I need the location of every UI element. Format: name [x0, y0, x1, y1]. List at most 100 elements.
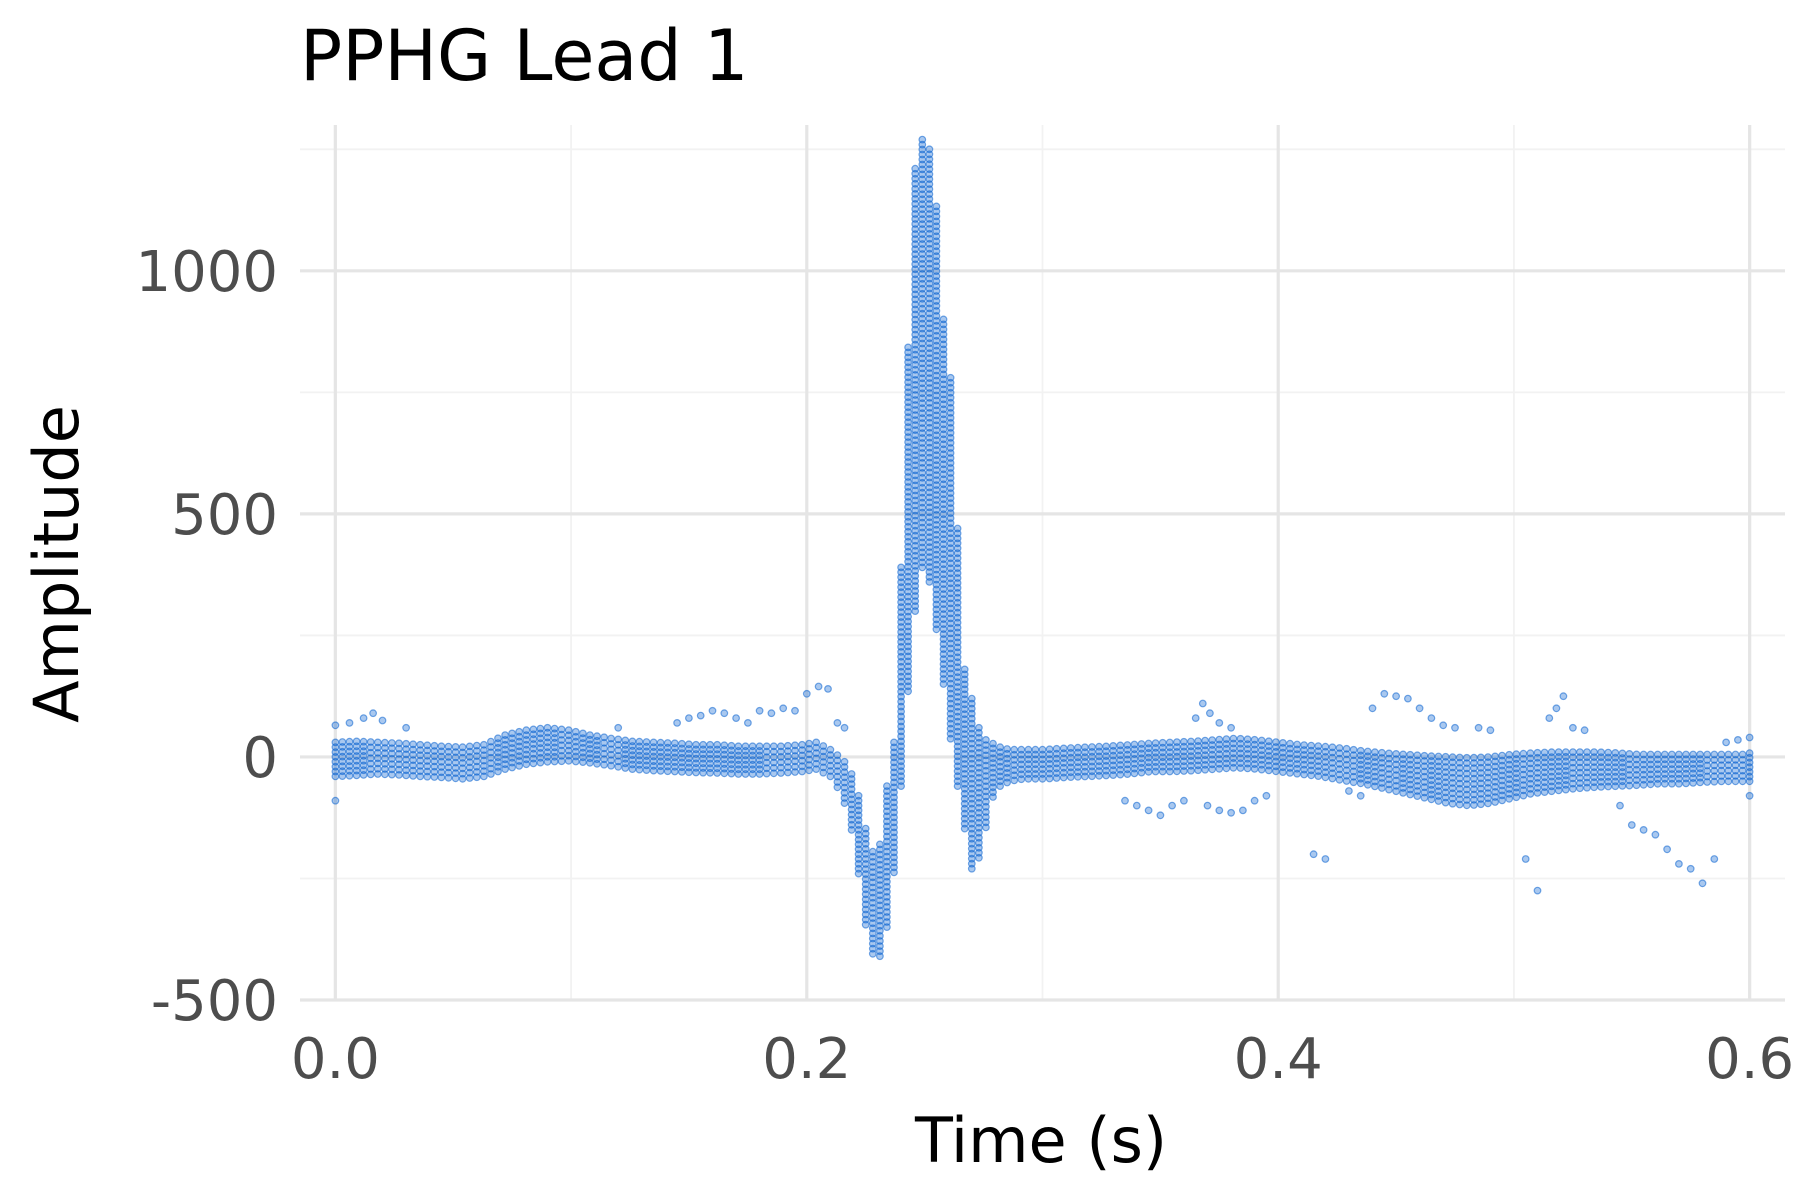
data-point — [1745, 777, 1754, 786]
data-point — [1356, 779, 1365, 788]
data-point — [1448, 799, 1457, 808]
data-point — [487, 737, 495, 746]
data-point — [1080, 772, 1089, 781]
data-point — [1505, 794, 1514, 803]
outlier-point — [1179, 796, 1188, 805]
data-point — [840, 788, 849, 797]
data-point — [1738, 761, 1747, 770]
outlier-point — [1451, 723, 1459, 732]
data-point — [1420, 772, 1429, 781]
outlier-point — [1486, 726, 1495, 735]
data-point — [1392, 776, 1400, 785]
data-point — [982, 813, 990, 821]
data-point — [1682, 779, 1690, 788]
data-point — [480, 746, 488, 754]
x-tick-label: 0.2 — [762, 1027, 851, 1092]
data-point — [812, 749, 821, 757]
data-point — [755, 770, 764, 778]
outlier-point — [1568, 723, 1577, 732]
data-point — [939, 680, 948, 688]
data-point — [1540, 788, 1549, 796]
outlier-point — [359, 714, 368, 722]
data-point — [1102, 771, 1110, 780]
data-point — [854, 869, 863, 878]
data-point — [727, 769, 736, 778]
data-point — [911, 607, 920, 615]
data-point — [402, 771, 411, 780]
data-point — [847, 826, 856, 834]
data-point — [1434, 797, 1443, 805]
data-point — [628, 765, 637, 773]
data-point — [1349, 745, 1358, 754]
data-point — [1088, 772, 1096, 781]
data-point — [1738, 777, 1747, 786]
data-point — [423, 772, 432, 781]
data-point — [918, 563, 927, 572]
outlier-point — [1205, 709, 1214, 718]
data-point — [1710, 777, 1719, 786]
data-point — [458, 769, 467, 778]
data-point — [1533, 789, 1542, 797]
data-point — [1590, 783, 1598, 792]
outlier-point — [402, 723, 411, 732]
data-point — [812, 738, 821, 747]
data-point — [1349, 778, 1358, 787]
data-point — [1406, 790, 1415, 799]
outlier-point — [378, 716, 387, 725]
outlier-point — [1639, 826, 1648, 834]
data-point — [1342, 777, 1351, 785]
outlier-point — [1559, 692, 1568, 701]
y-tick-label: 500 — [171, 483, 278, 548]
data-point — [1484, 773, 1492, 782]
data-point — [904, 687, 912, 696]
data-point — [812, 765, 821, 773]
outlier-point — [1533, 886, 1542, 895]
data-point — [897, 782, 905, 790]
data-point — [833, 756, 842, 765]
data-point — [982, 766, 990, 775]
data-point — [1484, 784, 1492, 792]
data-point — [1385, 785, 1393, 794]
data-point — [663, 767, 672, 776]
data-point — [1165, 767, 1174, 776]
data-point — [840, 768, 849, 776]
data-point — [1526, 790, 1535, 798]
data-point — [1370, 782, 1379, 791]
data-point — [982, 802, 990, 811]
data-point — [1137, 768, 1146, 777]
data-point — [1568, 784, 1577, 793]
data-point — [734, 770, 743, 778]
data-point — [1738, 750, 1747, 759]
data-point — [1674, 779, 1683, 788]
data-point — [1236, 764, 1245, 772]
data-point — [1498, 796, 1506, 805]
data-point — [1519, 786, 1528, 795]
data-point — [812, 743, 821, 752]
data-point — [1271, 767, 1280, 776]
data-point — [1653, 779, 1662, 788]
outlier-point — [1309, 850, 1318, 859]
outlier-point — [1674, 860, 1683, 868]
data-point — [805, 745, 813, 753]
outlier-point — [614, 723, 623, 732]
outlier-point — [345, 719, 354, 727]
data-point — [706, 768, 714, 777]
outlier-point — [720, 709, 729, 718]
outlier-point — [369, 709, 378, 718]
outlier-point — [1250, 796, 1259, 805]
data-point — [487, 764, 495, 773]
outlier-point — [1722, 738, 1730, 747]
data-point — [826, 745, 835, 754]
data-point — [1201, 765, 1209, 774]
outlier-point — [1344, 787, 1353, 795]
data-point — [388, 770, 396, 779]
data-point — [670, 767, 679, 776]
data-point — [932, 625, 941, 634]
data-point — [593, 759, 601, 768]
data-point — [642, 766, 651, 774]
data-point — [1335, 765, 1344, 774]
data-point — [1130, 769, 1139, 778]
data-point — [1194, 766, 1202, 775]
data-point — [1575, 784, 1584, 793]
